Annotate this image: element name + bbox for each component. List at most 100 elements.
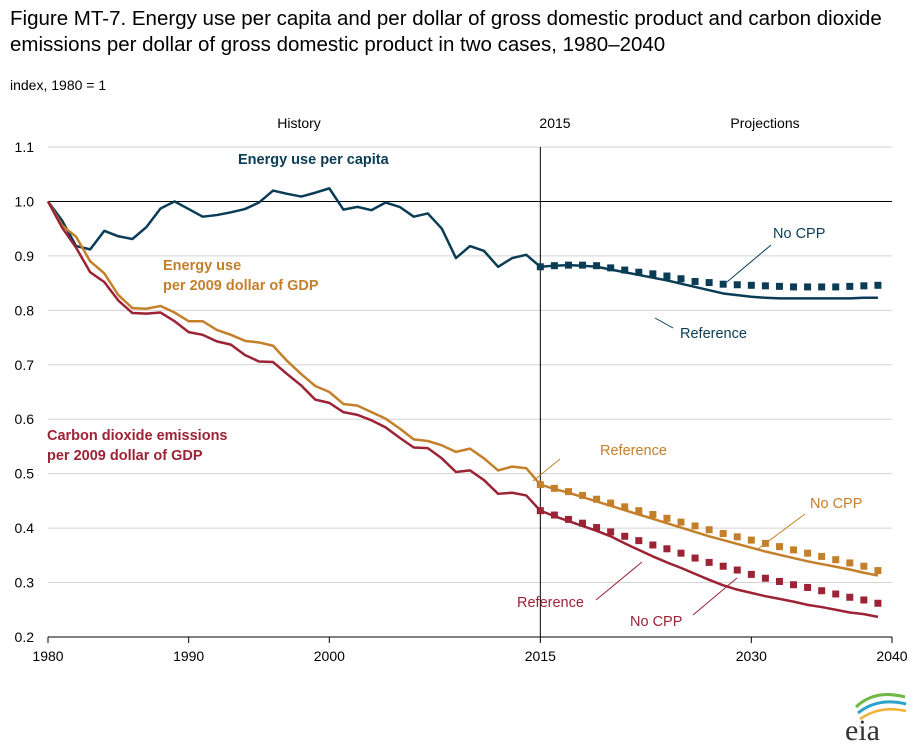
gridlines [48, 146, 892, 584]
data-point [790, 581, 798, 589]
label-pc-reference: Reference [680, 326, 747, 342]
x-tick-label: 2015 [525, 648, 556, 664]
data-point [663, 514, 671, 522]
chart-title: Figure MT-7. Energy use per capita and p… [10, 7, 882, 56]
data-point [846, 559, 854, 567]
x-tick-label: 1980 [32, 648, 63, 664]
axes [47, 147, 893, 643]
x-tick-label: 1990 [173, 648, 204, 664]
annotations: Energy use per capita Energy use per 200… [47, 152, 862, 630]
label-pc-nocpp: No CPP [773, 226, 825, 242]
y-tick-label: 0.7 [15, 357, 35, 373]
x-tick-labels: 1980 1990 2000 2015 2030 2040 [32, 648, 907, 664]
data-point [536, 263, 544, 271]
data-point [719, 562, 727, 570]
data-point [635, 268, 643, 276]
leader-co2-reference [595, 561, 643, 601]
series-line-co2-per-gdp-history [46, 200, 542, 512]
data-point [579, 519, 587, 527]
data-point [747, 536, 755, 544]
data-point [804, 549, 812, 557]
data-point [677, 275, 685, 283]
data-point [649, 270, 657, 278]
label-co2-line2: per 2009 dollar of GDP [47, 448, 203, 464]
data-point [691, 522, 699, 530]
data-point [550, 511, 558, 519]
data-point [733, 281, 741, 289]
data-point [621, 266, 629, 274]
data-point [564, 488, 572, 496]
data-point [719, 280, 727, 288]
y-tick-label: 0.8 [15, 302, 35, 318]
data-point [579, 261, 587, 269]
y-tick-label: 1.0 [15, 193, 35, 209]
data-point [761, 282, 769, 290]
data-point [607, 499, 615, 507]
series-line-energy-per-gdp-history [46, 200, 542, 486]
data-point [607, 264, 615, 272]
data-point [677, 549, 685, 557]
data-point [536, 507, 544, 515]
data-point [550, 262, 558, 270]
y-unit-label: index, 1980 = 1 [10, 77, 107, 93]
data-point [705, 558, 713, 566]
data-point [719, 530, 727, 538]
x-tick-label: 2030 [736, 648, 767, 664]
data-point [818, 587, 826, 595]
data-point [860, 596, 868, 604]
data-point [691, 554, 699, 562]
data-point [874, 599, 882, 607]
data-point [761, 574, 769, 582]
eia-logo-text: eia [845, 714, 880, 746]
x-tick-label: 2000 [314, 648, 345, 664]
y-tick-label: 0.3 [15, 575, 35, 591]
leader-pc-reference [654, 317, 674, 329]
leader-co2-nocpp [692, 577, 738, 616]
series-line-energy-per-capita-history [46, 187, 542, 269]
data-point [635, 507, 643, 515]
data-point [649, 511, 657, 518]
data-point [691, 277, 699, 285]
label-gdp-reference: Reference [600, 443, 667, 459]
region-label-projections: Projections [730, 115, 799, 131]
data-point [677, 518, 685, 526]
data-point [874, 281, 882, 289]
leader-gdp-nocpp [757, 513, 806, 550]
data-point [790, 546, 798, 554]
data-point [804, 283, 812, 291]
data-point [607, 528, 615, 536]
data-point [775, 543, 783, 551]
y-tick-label: 0.4 [15, 520, 35, 536]
y-tick-label: 0.2 [15, 629, 35, 645]
data-point [564, 261, 572, 269]
label-co2-reference: Reference [517, 595, 584, 611]
data-point [593, 262, 601, 270]
label-energy-per-gdp-line1: Energy use [163, 258, 241, 274]
data-point [818, 283, 826, 291]
data-point [860, 282, 868, 290]
data-point [832, 556, 840, 564]
label-co2-line1: Carbon dioxide emissions [47, 428, 228, 444]
region-label-history: History [277, 115, 321, 131]
data-point [775, 282, 783, 290]
data-point [775, 577, 783, 585]
label-co2-nocpp: No CPP [630, 614, 682, 630]
data-point [663, 545, 671, 553]
y-tick-label: 0.6 [15, 411, 35, 427]
data-point [579, 491, 587, 499]
data-point [593, 495, 601, 503]
data-point [593, 524, 601, 532]
data-point [705, 279, 713, 287]
eia-logo: eia [845, 693, 907, 746]
data-point [846, 282, 854, 290]
label-energy-per-gdp-line2: per 2009 dollar of GDP [163, 278, 319, 294]
region-labels: History 2015 Projections [277, 115, 799, 131]
data-point [832, 590, 840, 598]
leader-gdp-reference [532, 458, 561, 482]
region-label-2015: 2015 [539, 115, 570, 131]
data-point [649, 541, 657, 549]
data-point [747, 570, 755, 578]
x-tick-label: 2040 [876, 648, 907, 664]
data-point [790, 283, 798, 291]
label-energy-per-capita: Energy use per capita [238, 152, 390, 168]
